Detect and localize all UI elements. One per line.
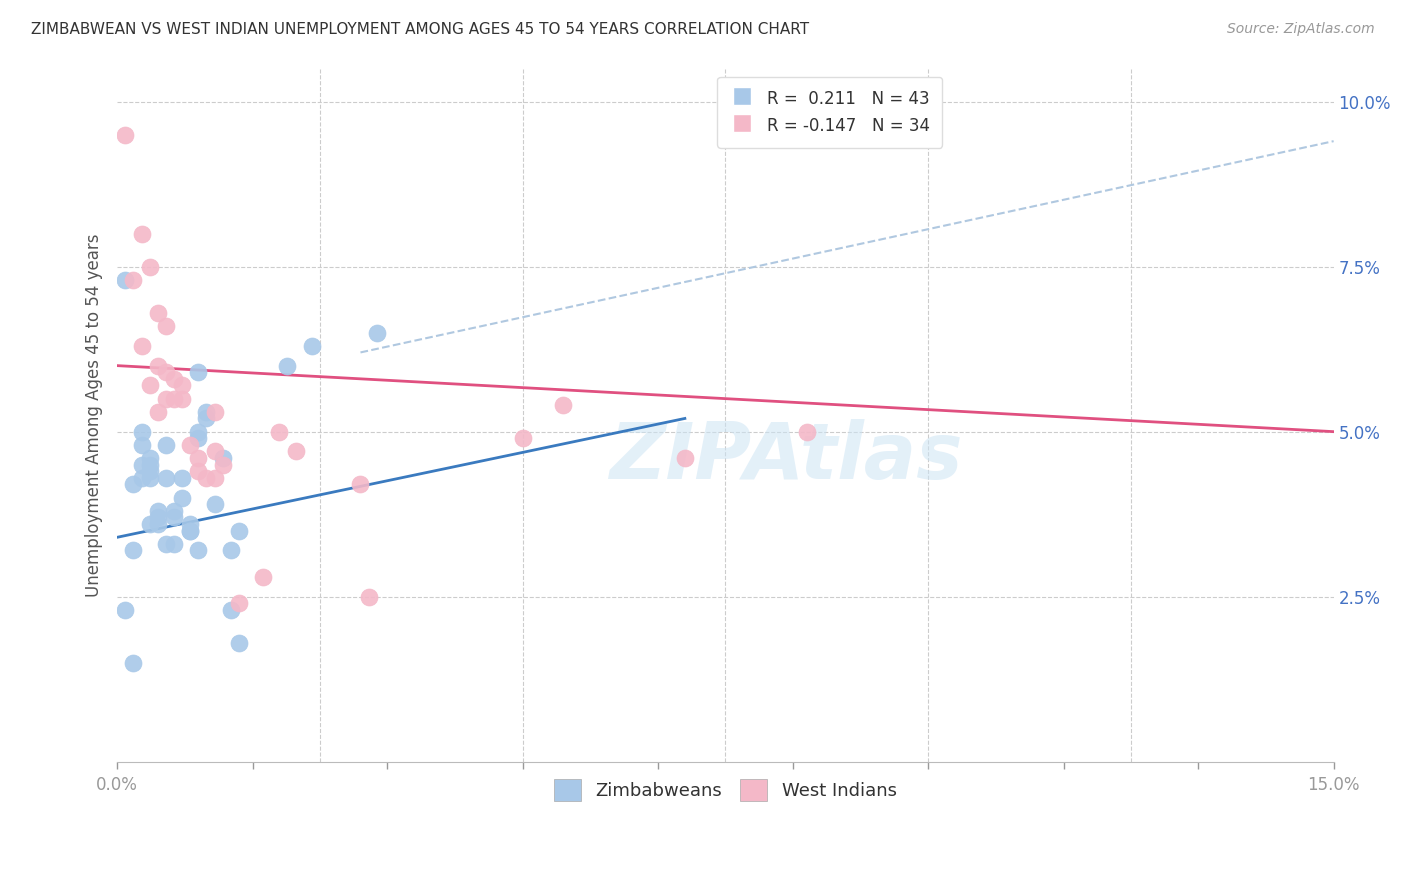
Point <box>138 451 160 466</box>
Point <box>187 543 209 558</box>
Point <box>211 458 233 472</box>
Point <box>163 392 186 406</box>
Point <box>122 543 145 558</box>
Point <box>179 517 201 532</box>
Point <box>179 524 201 538</box>
Point <box>146 306 169 320</box>
Point <box>138 471 160 485</box>
Point <box>155 438 177 452</box>
Point <box>170 491 193 505</box>
Point <box>155 392 177 406</box>
Point <box>138 378 160 392</box>
Point <box>195 471 218 485</box>
Point <box>228 636 250 650</box>
Point <box>131 438 153 452</box>
Point <box>146 359 169 373</box>
Point <box>228 524 250 538</box>
Point <box>114 603 136 617</box>
Point <box>122 656 145 670</box>
Point <box>163 504 186 518</box>
Text: ZIPAtlas: ZIPAtlas <box>609 418 963 495</box>
Point <box>131 425 153 439</box>
Point <box>146 504 169 518</box>
Point <box>187 425 209 439</box>
Point <box>131 339 153 353</box>
Point <box>170 392 193 406</box>
Point <box>276 359 298 373</box>
Point <box>284 444 307 458</box>
Point <box>146 517 169 532</box>
Point <box>673 451 696 466</box>
Point <box>163 372 186 386</box>
Point <box>114 273 136 287</box>
Point <box>122 273 145 287</box>
Y-axis label: Unemployment Among Ages 45 to 54 years: Unemployment Among Ages 45 to 54 years <box>86 234 103 597</box>
Point <box>122 477 145 491</box>
Point <box>155 365 177 379</box>
Point <box>155 471 177 485</box>
Point <box>357 590 380 604</box>
Point <box>114 128 136 142</box>
Point <box>187 451 209 466</box>
Point <box>204 444 226 458</box>
Point <box>138 464 160 478</box>
Point <box>179 438 201 452</box>
Point <box>204 497 226 511</box>
Point <box>366 326 388 340</box>
Point <box>204 405 226 419</box>
Point <box>170 471 193 485</box>
Point <box>796 425 818 439</box>
Text: ZIMBABWEAN VS WEST INDIAN UNEMPLOYMENT AMONG AGES 45 TO 54 YEARS CORRELATION CHA: ZIMBABWEAN VS WEST INDIAN UNEMPLOYMENT A… <box>31 22 808 37</box>
Point <box>219 603 242 617</box>
Point <box>195 405 218 419</box>
Point <box>146 405 169 419</box>
Point <box>170 378 193 392</box>
Point <box>131 471 153 485</box>
Point <box>155 537 177 551</box>
Point <box>211 451 233 466</box>
Point <box>187 431 209 445</box>
Point <box>553 398 575 412</box>
Point <box>269 425 291 439</box>
Point <box>131 227 153 241</box>
Point <box>138 260 160 274</box>
Point <box>187 365 209 379</box>
Text: Source: ZipAtlas.com: Source: ZipAtlas.com <box>1227 22 1375 37</box>
Point <box>252 570 274 584</box>
Point <box>179 524 201 538</box>
Point <box>138 517 160 532</box>
Point <box>146 510 169 524</box>
Point <box>349 477 371 491</box>
Point <box>228 596 250 610</box>
Point <box>187 464 209 478</box>
Point <box>131 458 153 472</box>
Point <box>219 543 242 558</box>
Point <box>138 458 160 472</box>
Point <box>301 339 323 353</box>
Point <box>155 318 177 333</box>
Point <box>163 510 186 524</box>
Point <box>512 431 534 445</box>
Legend: Zimbabweans, West Indians: Zimbabweans, West Indians <box>540 764 911 815</box>
Point <box>204 471 226 485</box>
Point <box>195 411 218 425</box>
Point <box>163 537 186 551</box>
